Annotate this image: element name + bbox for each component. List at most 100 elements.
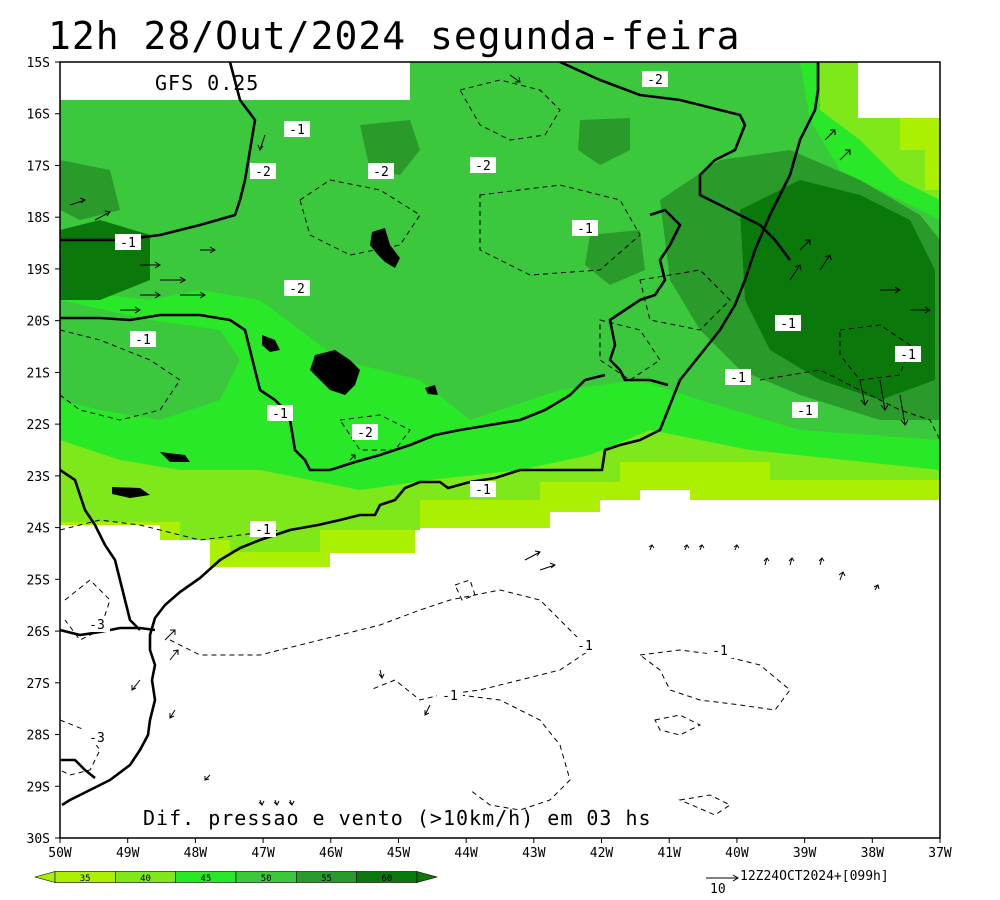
contour-label-value: -2	[373, 165, 389, 180]
run-info: 12Z24OCT2024+[099h]	[740, 869, 889, 884]
contour-label: -2	[368, 163, 394, 180]
contour-label-bg	[792, 402, 818, 418]
colorbar-right-triangle	[416, 871, 439, 883]
state-border-sp-pr	[60, 468, 141, 631]
contour-label-value: -2	[289, 282, 305, 297]
lon-label: 42W	[590, 846, 614, 861]
wind-arrow	[819, 254, 832, 271]
colorbar-label: 45	[200, 874, 211, 884]
contour-label-value: -1	[900, 348, 916, 363]
contour-label-bg	[130, 331, 156, 347]
contour-label-value: -2	[255, 165, 271, 180]
model-label: GFS 0.25	[155, 71, 259, 95]
lon-label: 44W	[454, 846, 478, 861]
lon-label: 40W	[725, 846, 749, 861]
lon-label: 46W	[319, 846, 343, 861]
shade-band-50b	[60, 300, 240, 420]
wind-arrow	[160, 276, 186, 284]
state-border-sc-rs	[60, 758, 96, 780]
contour-label: -1	[267, 405, 293, 422]
contour-label: -1	[725, 369, 751, 386]
wind-arrow	[204, 774, 211, 781]
contour-line	[60, 719, 101, 776]
map-title: 12h 28/Out/2024 segunda-feira	[48, 14, 741, 58]
contour-label: -1	[792, 402, 818, 419]
contour-label-bg	[368, 163, 394, 179]
wind-arrow	[859, 379, 869, 406]
contour-line	[638, 649, 791, 711]
contour-label-bg	[470, 481, 496, 497]
shade-band-60	[740, 180, 935, 400]
wind-arrow	[524, 550, 541, 561]
wind-arrow	[799, 239, 811, 251]
lon-label: 50W	[48, 846, 72, 861]
wind-arrow	[698, 544, 705, 551]
colorbar-left-triangle	[33, 871, 56, 883]
lat-label: 22S	[27, 418, 50, 433]
contour-label: -2	[642, 71, 668, 88]
state-border-mg-es	[608, 208, 682, 387]
lat-label: 19S	[27, 263, 50, 278]
coastline	[61, 62, 820, 807]
wind-arrow	[69, 197, 87, 206]
lon-label: 41W	[657, 846, 681, 861]
contour-label-value: -1	[120, 236, 136, 251]
contour-label: -1	[130, 331, 156, 348]
reservoir-tres-marias	[370, 228, 400, 268]
lon-label: 38W	[861, 846, 885, 861]
lat-label: 23S	[27, 470, 50, 485]
vector-reference: 10	[706, 874, 739, 897]
lon-label: 43W	[522, 846, 546, 861]
contour-line	[654, 714, 702, 736]
colorbar-label: 40	[140, 874, 151, 884]
contour-label-value: -3	[89, 731, 105, 746]
wind-arrow	[539, 562, 557, 571]
wind-arrow	[257, 134, 266, 152]
contour-label: -2	[470, 157, 496, 174]
contour-label: -1	[250, 521, 276, 538]
wind-arrow	[180, 291, 206, 299]
contour-label-value: -1	[442, 689, 458, 704]
contour-label: -1	[895, 346, 921, 363]
colorbar: 35 40 45 50 55 60	[33, 871, 439, 884]
wind-arrow	[140, 261, 161, 269]
wind-arrow	[164, 629, 176, 641]
wind-arrow	[763, 557, 770, 566]
contour-label-bg	[572, 637, 598, 653]
wind-arrow	[789, 264, 802, 281]
contour-line	[599, 319, 661, 381]
wind-arrow	[880, 286, 901, 294]
contour-label-bg	[284, 280, 310, 296]
contour-line	[454, 579, 476, 601]
wind-arrow	[733, 544, 740, 551]
wind-arrow	[120, 306, 141, 314]
contour-label: -1	[437, 687, 463, 704]
colorbar-label: 50	[261, 874, 272, 884]
contour-labels: -2 -1 -2 -2 -2 -1 -1 -2 -1 -1 -1 -1 -1 -2 -1 -1 -1 -1 -1 -3…	[84, 71, 921, 746]
contour-line	[839, 324, 911, 381]
contour-line	[479, 184, 641, 276]
wind-arrow	[169, 709, 176, 719]
pressure-contours	[60, 79, 940, 816]
contour-label: -1	[572, 637, 598, 654]
vector-reference-arrowhead	[732, 874, 739, 882]
wind-arrow	[288, 799, 295, 806]
lat-label: 28S	[27, 729, 50, 744]
contour-label-bg	[84, 616, 110, 632]
map-boundaries	[60, 62, 820, 807]
contour-label-bg	[267, 405, 293, 421]
latitude-axis: 15S 16S 17S 18S 19S 20S 21S 22S 23S 24S 25S 26S 27S 2…	[27, 56, 60, 847]
wind-arrow	[818, 557, 825, 566]
contour-label-value: -1	[272, 407, 288, 422]
reservoir-jurumirim	[112, 487, 150, 498]
lat-label: 18S	[27, 211, 50, 226]
shade-band-55b	[360, 120, 420, 175]
wind-arrow	[838, 571, 846, 581]
wind-vectors	[69, 74, 931, 806]
contour-label-bg	[707, 642, 733, 658]
contour-label: -1	[284, 121, 310, 138]
lat-label: 17S	[27, 159, 50, 174]
wind-arrow	[273, 799, 280, 806]
lat-label: 25S	[27, 573, 50, 588]
